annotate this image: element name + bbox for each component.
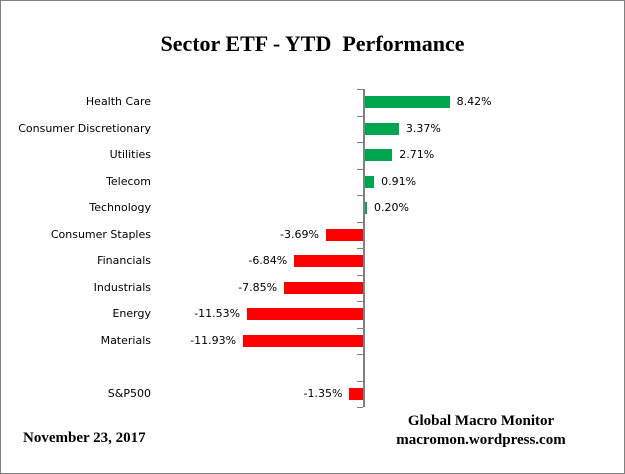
bar-utilities (365, 149, 393, 161)
category-label: Consumer Staples (50, 228, 151, 241)
value-label: -11.93% (190, 334, 237, 347)
category-axis-line (363, 89, 365, 407)
value-label: 0.91% (381, 175, 417, 188)
category-label: S&P500 (107, 387, 151, 400)
axis-tick (357, 301, 363, 302)
category-label: Energy (112, 307, 151, 320)
bar-s-p500 (349, 388, 363, 400)
axis-tick (357, 248, 363, 249)
plot-area: Health Care 8.42% Consumer Discretionary 3.… (1, 89, 624, 408)
attribution-url: macromon.wordpress.com (396, 432, 566, 448)
bar-materials (243, 335, 363, 347)
attribution-source: Global Macro Monitor (407, 413, 555, 429)
attribution-block: Global Macro Monitor macromon.wordpress.… (356, 412, 606, 450)
axis-tick (357, 195, 363, 196)
footer-date: November 23, 2017 (23, 430, 146, 446)
category-label: Health Care (85, 95, 151, 108)
value-label: 8.42% (456, 95, 492, 108)
category-label: Utilities (109, 148, 151, 161)
axis-tick (357, 328, 363, 329)
bar-consumer-discretionary (365, 123, 399, 135)
axis-tick (357, 169, 363, 170)
bar-telecom (365, 176, 375, 188)
category-label: Materials (100, 334, 151, 347)
value-label: 3.37% (405, 122, 441, 135)
chart-title: Sector ETF - YTD Performance (160, 31, 465, 56)
axis-tick (357, 222, 363, 223)
value-label: -11.53% (194, 307, 241, 320)
bar-financials (294, 255, 363, 267)
bar-consumer-staples (325, 229, 363, 241)
bar-technology (365, 202, 367, 214)
axis-tick (357, 354, 363, 355)
axis-tick (357, 381, 363, 382)
axis-tick (357, 407, 363, 408)
category-label: Industrials (93, 281, 151, 294)
axis-tick (357, 142, 363, 143)
bar-health-care (365, 96, 450, 108)
value-label: -7.85% (238, 281, 278, 294)
value-label: -6.84% (248, 254, 288, 267)
value-label: -1.35% (303, 387, 343, 400)
category-label: Telecom (106, 175, 151, 188)
axis-tick (357, 89, 363, 90)
bar-industrials (284, 282, 363, 294)
axis-tick (357, 116, 363, 117)
axis-tick (357, 275, 363, 276)
category-label: Technology (89, 201, 151, 214)
category-label: Consumer Discretionary (18, 122, 151, 135)
value-label: 2.71% (399, 148, 435, 161)
value-label: -3.69% (280, 228, 319, 241)
value-label: 0.20% (374, 201, 409, 214)
bar-energy (247, 308, 363, 320)
category-label: Financials (97, 254, 151, 267)
